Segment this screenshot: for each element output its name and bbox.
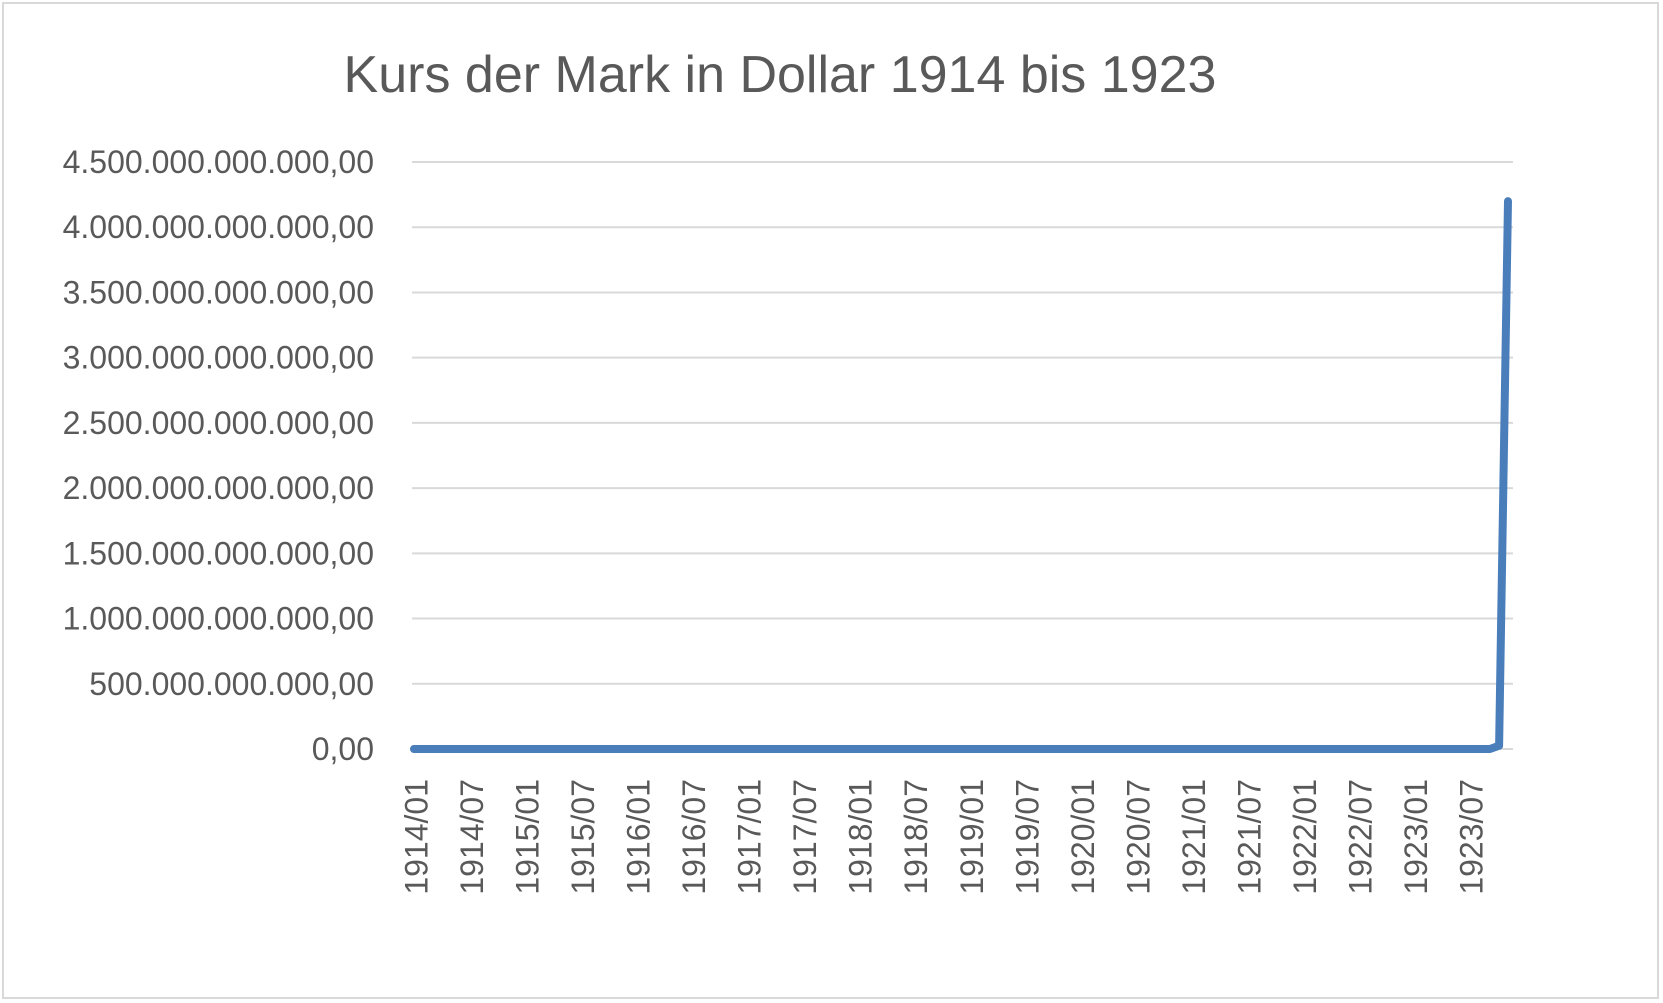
x-tick-label: 1922/01: [1287, 779, 1323, 895]
x-tick-label: 1914/07: [454, 779, 490, 895]
x-tick-label: 1918/01: [843, 779, 879, 895]
y-tick-label: 3.500.000.000.000,00: [63, 274, 374, 310]
x-tick-label: 1917/07: [787, 779, 823, 895]
y-tick-label: 4.000.000.000.000,00: [63, 209, 374, 245]
x-tick-label: 1920/01: [1065, 779, 1101, 895]
x-tick-label: 1919/07: [1009, 779, 1045, 895]
x-tick-label: 1916/01: [621, 779, 657, 895]
y-tick-label: 2.500.000.000.000,00: [63, 405, 374, 441]
y-tick-label: 0,00: [312, 731, 374, 767]
x-tick-label: 1921/07: [1231, 779, 1267, 895]
series-line: [410, 197, 1512, 753]
y-tick-label: 2.000.000.000.000,00: [63, 470, 374, 506]
y-tick-label: 1.000.000.000.000,00: [63, 601, 374, 637]
x-tick-label: 1923/01: [1398, 779, 1434, 895]
x-tick-label: 1916/07: [676, 779, 712, 895]
chart-title: Kurs der Mark in Dollar 1914 bis 1923: [344, 46, 1217, 104]
x-tick-label: 1923/07: [1453, 779, 1489, 895]
x-tick-label: 1917/01: [732, 779, 768, 895]
x-tick-label: 1914/01: [399, 779, 435, 895]
x-tick-label: 1915/01: [510, 779, 546, 895]
y-tick-label: 3.000.000.000.000,00: [63, 340, 374, 376]
x-tick-label: 1918/07: [898, 779, 934, 895]
y-tick-label: 500.000.000.000,00: [89, 666, 374, 702]
x-tick-label: 1921/01: [1176, 779, 1212, 895]
x-tick-label: 1915/07: [565, 779, 601, 895]
x-tick-label: 1920/07: [1120, 779, 1156, 895]
x-tick-label: 1919/01: [954, 779, 990, 895]
y-tick-label: 4.500.000.000.000,00: [63, 144, 374, 180]
x-tick-label: 1922/07: [1342, 779, 1378, 895]
y-tick-label: 1.500.000.000.000,00: [63, 535, 374, 571]
